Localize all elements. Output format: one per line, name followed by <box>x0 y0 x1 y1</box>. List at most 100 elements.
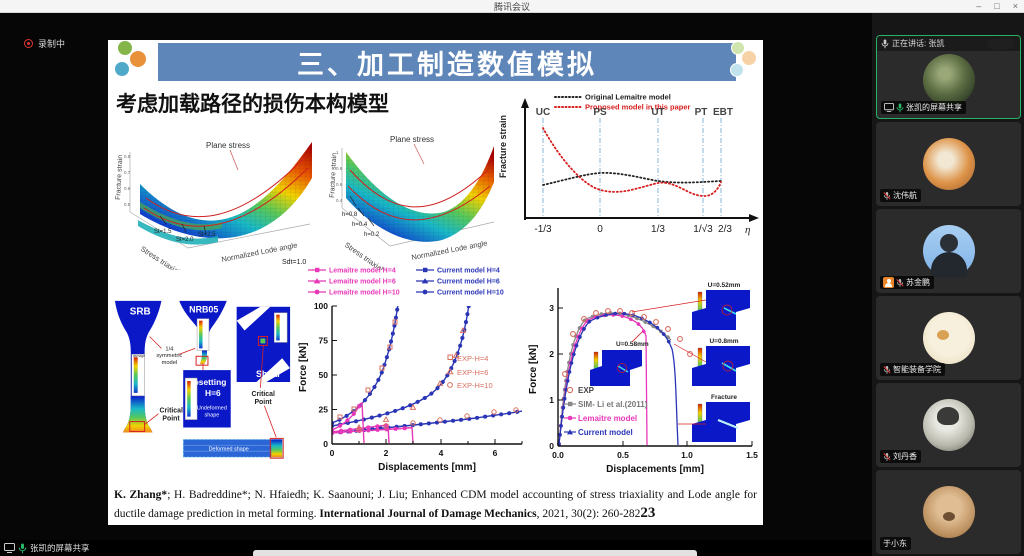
svg-text:Upsetting: Upsetting <box>188 377 227 387</box>
svg-text:50: 50 <box>319 370 329 380</box>
citation: K. Zhang*; H. Badreddine*; N. Hfaiedh; K… <box>114 489 757 522</box>
annotation-h02: h=0.2 <box>364 232 380 238</box>
annotation-st25: St=2.5 <box>198 232 216 238</box>
svg-text:0.5: 0.5 <box>617 450 629 460</box>
participant-tile-5[interactable]: 刘丹香 <box>876 383 1021 467</box>
svg-text:EXP-H=4: EXP-H=4 <box>457 354 488 363</box>
participants-sidebar[interactable]: 正在讲话: 张凯 张凯的屏幕共享 <box>872 13 1024 556</box>
svg-text:Critical: Critical <box>159 408 182 415</box>
svg-text:1: 1 <box>549 395 554 405</box>
svg-text:damage: damage <box>133 354 146 358</box>
annotation-h08: h=0.8 <box>342 212 358 218</box>
participant-name-tag: 于小东 <box>880 537 911 550</box>
svg-text:0.8: 0.8 <box>124 154 131 159</box>
x-axis-label: Displacements [mm] <box>606 464 704 475</box>
svg-text:0: 0 <box>330 448 335 458</box>
svg-text:Fracture: Fracture <box>711 394 737 401</box>
svg-text:75: 75 <box>319 336 329 346</box>
svg-text:0.0: 0.0 <box>552 450 564 460</box>
svg-text:Lemaitre model H=6: Lemaitre model H=6 <box>329 279 396 286</box>
svg-text:4: 4 <box>439 448 444 458</box>
svg-text:Deformed shape: Deformed shape <box>209 446 249 452</box>
participant-name: 张凯的屏幕共享 <box>906 103 962 112</box>
srb-label: SRB <box>130 307 151 318</box>
plane-stress-label: Plane stress <box>390 135 434 144</box>
svg-text:2: 2 <box>384 448 389 458</box>
mic-muted-icon <box>896 278 904 287</box>
svg-text:Lemaitre model: Lemaitre model <box>578 414 637 423</box>
svg-text:0.6: 0.6 <box>124 186 131 191</box>
annotation-st20: St=2.0 <box>176 237 194 243</box>
legend-lemaitre: Original Lemaitre model <box>585 93 671 102</box>
svg-text:PT: PT <box>695 107 708 118</box>
legend-proposed: Proposed model in this paper <box>585 103 691 112</box>
svg-text:6: 6 <box>493 448 498 458</box>
svg-text:1.5: 1.5 <box>746 450 758 460</box>
upsetting-chart: Lemaitre model H=4 Lemaitre model H=6 Le… <box>298 268 523 473</box>
participant-name: 苏金鹏 <box>906 278 930 287</box>
svg-text:1.0: 1.0 <box>681 450 693 460</box>
share-banner-label: 张凯的屏幕共享 <box>30 543 90 553</box>
recording-label: 录制中 <box>38 39 66 49</box>
svg-text:UT: UT <box>651 107 664 118</box>
surface-plot-right: Plane stress Fracture strain 1 0.8 0.6 0… <box>329 135 495 270</box>
svg-text:EXP-H=10: EXP-H=10 <box>457 381 493 390</box>
participant-tile-4[interactable]: 智能装备学院 <box>876 296 1021 380</box>
decorative-circle-blue-light <box>730 63 744 77</box>
screen-share-icon <box>884 103 894 112</box>
slide-title-banner: 三、加工制造数值模拟 <box>158 43 736 81</box>
screen-share-stage: 录制中 三、加工制造数值模拟 考虑加载路径的损伤本构模型 <box>0 13 872 556</box>
svg-text:Current model H=4: Current model H=4 <box>437 268 500 275</box>
svg-text:EXP: EXP <box>578 386 595 395</box>
participant-name-tag: 沈伟航 <box>880 189 921 202</box>
svg-text:Critical: Critical <box>251 391 274 398</box>
fracture-locus-chart: Original Lemaitre model Proposed model i… <box>498 93 759 236</box>
svg-text:0: 0 <box>549 441 554 451</box>
decorative-circle-orange <box>130 51 146 67</box>
host-badge-icon <box>883 277 894 288</box>
svg-text:0.8: 0.8 <box>336 166 343 171</box>
svg-text:SIM- Li et al.(2011): SIM- Li et al.(2011) <box>578 400 648 409</box>
decorative-circle-orange-light <box>741 50 757 66</box>
participant-name: 沈伟航 <box>893 191 917 200</box>
svg-text:H=6: H=6 <box>205 388 221 398</box>
participant-tile-6[interactable]: 于小东 <box>876 470 1021 554</box>
nrb05-label: NRB05 <box>189 305 218 315</box>
mic-active-icon <box>896 103 904 112</box>
shear-chart: 0 1 2 3 0.0 0.5 1.0 1.5 Force [kN] Displ… <box>528 282 758 475</box>
participant-tile-2[interactable]: 沈伟航 <box>876 122 1021 206</box>
svg-text:UC: UC <box>536 107 550 118</box>
speaking-label: 正在讲话: 张凯 <box>892 39 945 48</box>
avatar <box>922 138 975 190</box>
minimize-button[interactable]: – <box>976 1 982 11</box>
svg-text:0.6: 0.6 <box>336 182 343 187</box>
shear-label: Shear <box>256 369 281 379</box>
close-button[interactable]: × <box>1012 1 1018 11</box>
y-axis-label: Force [kN] <box>298 343 309 392</box>
annotation-sdt: Sdt=1.0 <box>282 259 306 266</box>
svg-text:Current model H=10: Current model H=10 <box>437 290 504 297</box>
participant-name-tag: 苏金鹏 <box>880 276 934 289</box>
z-axis-label: Fracture strain <box>115 155 124 201</box>
svg-text:Current model: Current model <box>578 428 633 437</box>
svg-text:1/√3: 1/√3 <box>693 223 713 235</box>
recording-indicator[interactable]: 录制中 <box>24 37 65 50</box>
speaking-header: 正在讲话: 张凯 <box>877 36 1020 51</box>
fem-panel: SRB damage Critical Point NRB05 <box>114 300 291 459</box>
avatar <box>922 399 975 451</box>
window-title: 腾讯会议 <box>493 1 530 12</box>
maximize-button[interactable]: □ <box>994 1 1000 11</box>
decorative-circle-green <box>118 41 132 55</box>
mic-muted-icon <box>883 365 891 374</box>
recording-icon <box>24 39 33 48</box>
taskbar-strip[interactable] <box>253 550 697 556</box>
slide-title: 三、加工制造数值模拟 <box>297 49 597 80</box>
mic-active-icon <box>18 543 27 553</box>
participant-tile-zhangkai[interactable]: 正在讲话: 张凯 张凯的屏幕共享 <box>876 35 1021 119</box>
avatar <box>922 54 975 107</box>
svg-text:-1/3: -1/3 <box>534 224 552 235</box>
svg-text:0: 0 <box>323 439 328 449</box>
participant-name-tag: 张凯的屏幕共享 <box>881 101 966 114</box>
participant-tile-3[interactable]: 苏金鹏 <box>876 209 1021 293</box>
